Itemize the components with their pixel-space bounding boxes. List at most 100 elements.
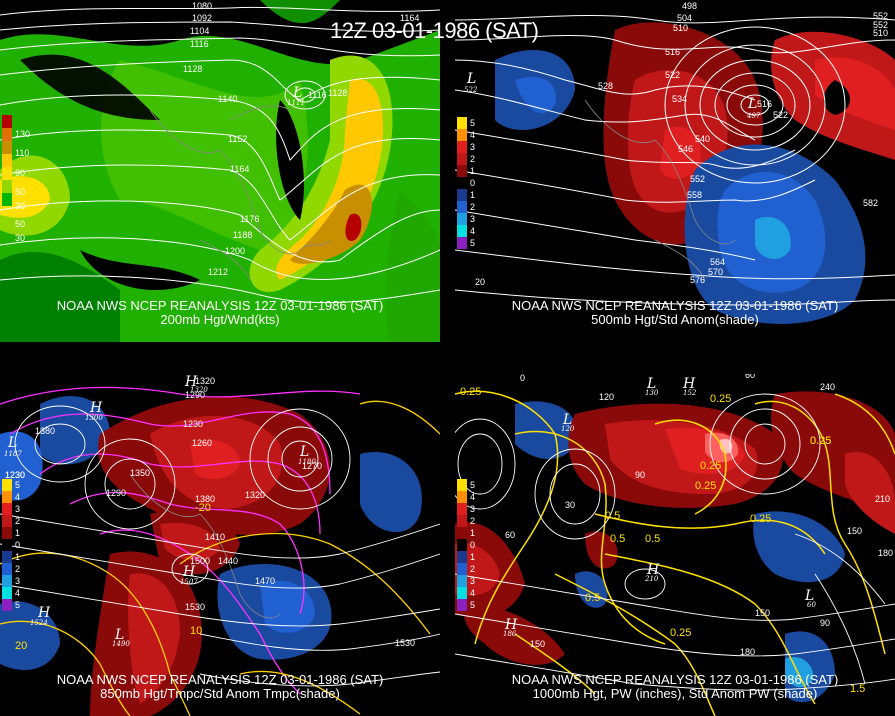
low-value-200: 1111 — [287, 99, 305, 107]
legend-label: 5 — [15, 600, 21, 610]
contour-label-500-552: 552 — [690, 174, 705, 184]
contour-label-1000-60b: 60 — [505, 530, 515, 540]
legend-swatch — [2, 479, 12, 491]
low-marker-200: L — [292, 85, 302, 101]
legend-label: 2 — [15, 516, 21, 526]
contour-label-1000-0: 0 — [520, 374, 525, 383]
legend-label: 1 — [15, 552, 21, 562]
high-value-850d: 1507 — [180, 578, 198, 586]
contour-label-500-20: 20 — [475, 277, 485, 287]
legend-swatch — [457, 129, 467, 141]
low-value-1000c: 60 — [807, 601, 816, 609]
contour-label-200-1080: 1080 — [192, 1, 212, 11]
legend-swatch — [457, 165, 467, 177]
contour-label-1000-210: 210 — [875, 494, 890, 504]
contour-label-200-1212: 1212 — [208, 267, 228, 277]
legend-label: 90 — [15, 168, 26, 178]
contour-label-850-1260: 1260 — [192, 438, 212, 448]
legend-label: 2 — [470, 202, 476, 212]
legend-swatch — [457, 587, 467, 599]
contour-label-1000-90: 90 — [635, 470, 645, 480]
pw-label-1000: 0.25 — [460, 386, 481, 398]
legend-swatch — [2, 515, 12, 527]
contour-label-500-552a: 552 — [873, 20, 888, 30]
legend-label: 130 — [15, 129, 31, 139]
legend-swatch — [2, 575, 12, 587]
contour-label-200-1188: 1188 — [233, 230, 252, 240]
contour-label-500-546: 546 — [678, 144, 693, 154]
low-marker-850: L — [7, 435, 17, 451]
legend-1000mb: 5 4 3 2 1 0 1 2 3 4 5 — [457, 479, 475, 611]
legend-label: 2 — [470, 154, 476, 164]
contour-label-500-576: 576 — [690, 275, 705, 285]
legend-500mb: 5 4 3 2 1 0 1 2 3 4 5 — [457, 117, 475, 249]
panel-caption-field: 850mb Hgt/Tmpc/Std Anom Tmpc(shade) — [100, 686, 340, 701]
legend-label: 2 — [470, 516, 476, 526]
contour-label-850-1320b: 1320 — [245, 490, 265, 500]
legend-swatch — [457, 141, 467, 153]
contour-label-850-1230c: 1230 — [5, 470, 25, 480]
contour-label-500-510b: 510 — [873, 28, 888, 38]
legend-label: 5 — [470, 480, 476, 490]
contour-label-850-1290b: 1290 — [106, 488, 126, 498]
map-500mb: 498 504 510 516 522 528 534 540 546 552 … — [455, 0, 895, 342]
contour-label-500-510: 510 — [673, 23, 688, 33]
contour-label-850-1350: 1350 — [130, 468, 150, 478]
legend-label: 1 — [470, 166, 476, 176]
legend-label: 5 — [470, 600, 476, 610]
legend-swatch — [2, 115, 12, 128]
legend-swatch — [457, 503, 467, 515]
panel-500mb: 498 504 510 516 522 528 534 540 546 552 … — [455, 0, 895, 342]
legend-swatch — [2, 491, 12, 503]
contour-label-500-498: 498 — [682, 1, 697, 11]
contour-label-850-1500: 1500 — [190, 556, 210, 566]
legend-swatch — [2, 503, 12, 515]
contour-label-200-1104: 1104 — [190, 26, 209, 36]
low-value-850b: 1180 — [298, 458, 316, 466]
pw-label-1000: 0.25 — [750, 513, 771, 525]
contour-label-200-1176: 1176 — [240, 214, 259, 224]
legend-swatch — [457, 153, 467, 165]
contour-label-1000-150c: 150 — [530, 639, 545, 649]
panel-caption-field: 500mb Hgt/Std Anom(shade) — [591, 312, 759, 327]
legend-label: 5 — [470, 118, 476, 128]
panel-caption-source: NOAA NWS NCEP REANALYSIS 12Z 03-01-1986 … — [56, 672, 384, 687]
contour-label-850-1270: 1270 — [302, 461, 322, 471]
contour-label-500-504: 504 — [677, 13, 692, 23]
legend-label: 5 — [15, 480, 21, 490]
low-value-1000b: 120 — [561, 425, 575, 433]
contour-label-850-1410: 1410 — [205, 532, 225, 542]
temp-label-850-20: 20 — [15, 640, 27, 652]
legend-label: 110 — [15, 148, 30, 158]
legend-swatch — [457, 177, 467, 189]
legend-label: 1 — [470, 528, 476, 538]
low-value-500b: 497 — [746, 112, 761, 120]
legend-swatch — [457, 527, 467, 539]
legend-label: 3 — [15, 576, 21, 586]
contour-label-1000-150: 150 — [847, 526, 862, 536]
contour-label-500-534: 534 — [672, 94, 687, 104]
main-title: 12Z 03-01-1986 (SAT) — [330, 18, 539, 43]
legend-swatch — [2, 527, 12, 539]
temp-label-850-neg20: -20 — [195, 502, 211, 514]
legend-swatch — [2, 141, 12, 154]
pw-label-1000: 0.25 — [670, 627, 691, 639]
legend-label: 2 — [470, 564, 476, 574]
contour-label-850-1290: 1290 — [185, 390, 205, 400]
contour-label-850-1380: 1380 — [35, 426, 55, 436]
legend-swatch — [2, 128, 12, 141]
contour-label-500-582: 582 — [863, 198, 878, 208]
temp-label-850-10: 10 — [190, 625, 202, 637]
legend-label: 1 — [470, 552, 476, 562]
pw-label-1000: 0.25 — [710, 393, 731, 405]
legend-label: 0 — [470, 540, 476, 550]
legend-swatch — [2, 180, 12, 193]
legend-swatch — [457, 213, 467, 225]
low-marker-500b: L — [747, 96, 757, 112]
contour-label-1000-60: 60 — [745, 374, 755, 380]
contour-label-500-522: 522 — [665, 70, 680, 80]
legend-label: 0 — [470, 178, 476, 188]
contour-label-1000-120: 120 — [599, 392, 614, 402]
pw-label-1000: 0.5 — [605, 510, 620, 522]
high-value-1000c: 186 — [503, 630, 517, 638]
